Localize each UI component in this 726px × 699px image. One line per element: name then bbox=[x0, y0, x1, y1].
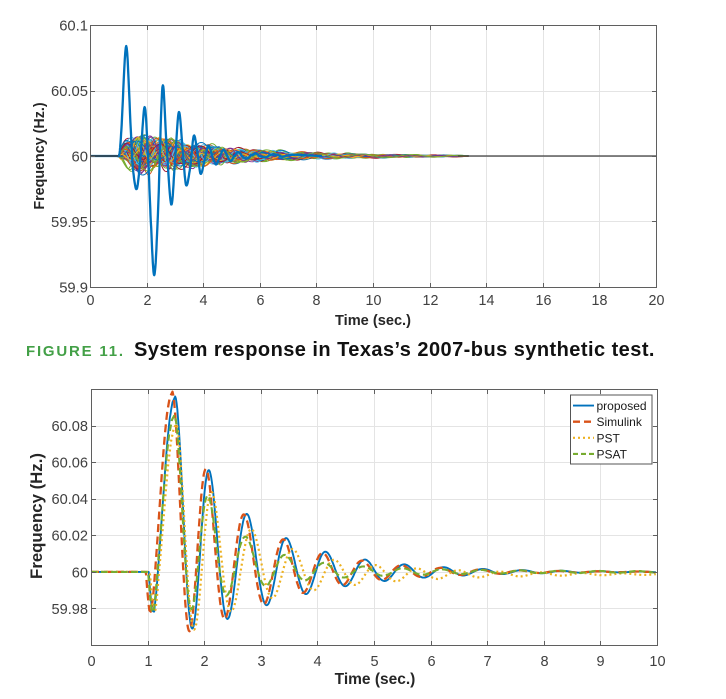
svg-text:10: 10 bbox=[649, 654, 665, 670]
svg-text:60: 60 bbox=[72, 149, 88, 165]
svg-text:60.02: 60.02 bbox=[51, 529, 88, 545]
svg-text:60.1: 60.1 bbox=[59, 18, 88, 34]
svg-text:60.05: 60.05 bbox=[51, 84, 88, 100]
svg-text:proposed: proposed bbox=[597, 399, 647, 413]
svg-text:Frequency (Hz.): Frequency (Hz.) bbox=[27, 453, 46, 579]
svg-text:6: 6 bbox=[257, 293, 265, 309]
svg-text:FIGURE 11.: FIGURE 11. bbox=[26, 343, 125, 360]
svg-text:3: 3 bbox=[257, 654, 265, 670]
svg-text:9: 9 bbox=[596, 654, 604, 670]
svg-text:Time (sec.): Time (sec.) bbox=[335, 671, 416, 688]
svg-text:16: 16 bbox=[536, 293, 552, 309]
svg-text:7: 7 bbox=[483, 654, 491, 670]
svg-text:0: 0 bbox=[87, 654, 95, 670]
svg-text:60: 60 bbox=[72, 565, 88, 581]
svg-text:8: 8 bbox=[540, 654, 548, 670]
svg-text:PST: PST bbox=[597, 431, 621, 445]
svg-text:4: 4 bbox=[200, 293, 208, 309]
svg-text:System response in Texas’s 200: System response in Texas’s 2007-bus synt… bbox=[134, 339, 655, 361]
svg-text:59.95: 59.95 bbox=[51, 215, 88, 231]
svg-text:0: 0 bbox=[87, 293, 95, 309]
svg-text:10: 10 bbox=[366, 293, 382, 309]
svg-text:8: 8 bbox=[313, 293, 321, 309]
svg-text:60.04: 60.04 bbox=[51, 492, 88, 508]
svg-text:Simulink: Simulink bbox=[597, 415, 643, 429]
svg-text:60.06: 60.06 bbox=[51, 456, 88, 472]
svg-text:12: 12 bbox=[423, 293, 439, 309]
svg-text:2: 2 bbox=[144, 293, 152, 309]
svg-text:14: 14 bbox=[479, 293, 495, 309]
svg-text:6: 6 bbox=[427, 654, 435, 670]
svg-text:20: 20 bbox=[649, 293, 665, 309]
svg-text:PSAT: PSAT bbox=[597, 447, 628, 461]
svg-text:18: 18 bbox=[592, 293, 608, 309]
svg-text:1: 1 bbox=[144, 654, 152, 670]
svg-text:59.9: 59.9 bbox=[59, 280, 88, 296]
svg-text:59.98: 59.98 bbox=[51, 602, 88, 618]
svg-text:Time (sec.): Time (sec.) bbox=[335, 313, 411, 329]
svg-text:Frequency (Hz.): Frequency (Hz.) bbox=[32, 102, 48, 209]
svg-text:2: 2 bbox=[200, 654, 208, 670]
svg-text:4: 4 bbox=[313, 654, 321, 670]
svg-text:5: 5 bbox=[370, 654, 378, 670]
svg-text:60.08: 60.08 bbox=[51, 419, 88, 435]
